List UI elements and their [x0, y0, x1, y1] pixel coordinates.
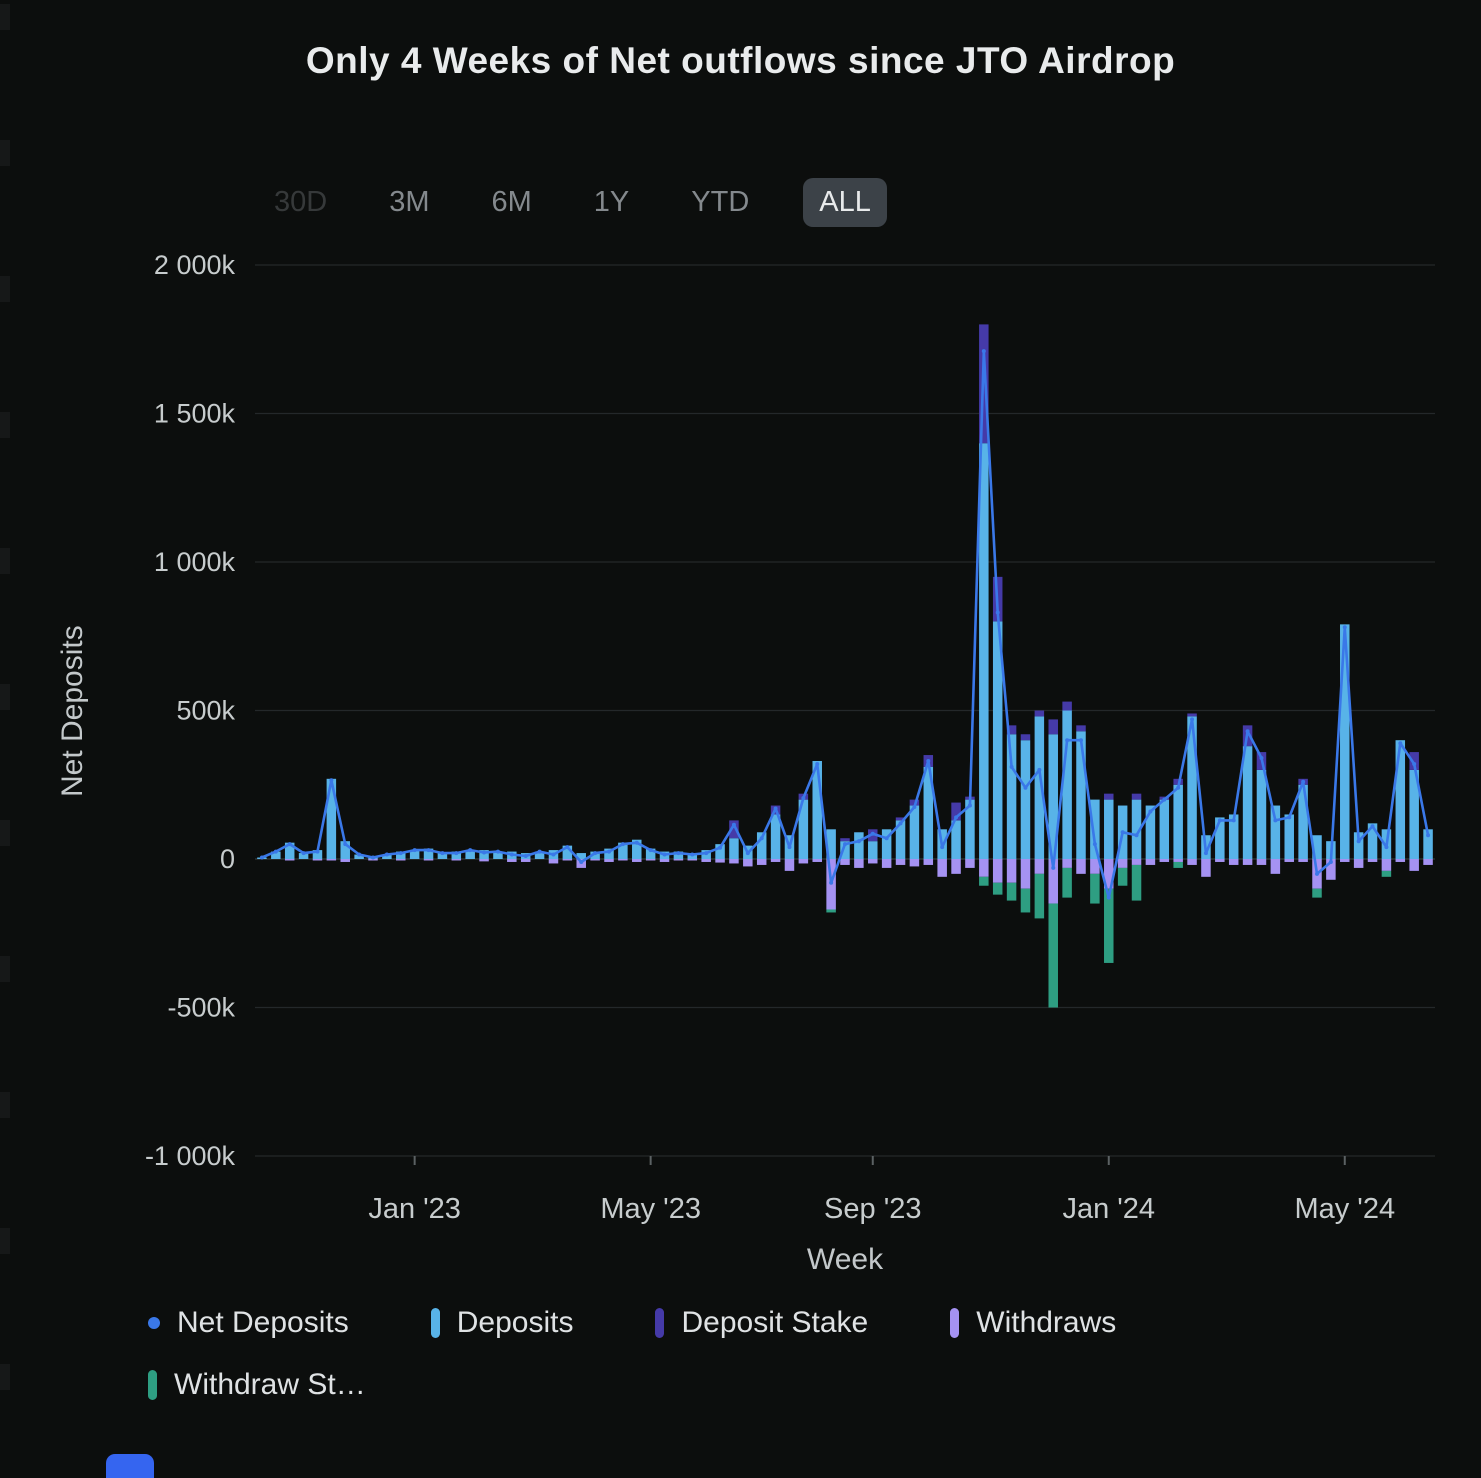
svg-text:500k: 500k: [176, 696, 235, 726]
svg-text:1 500k: 1 500k: [154, 399, 236, 429]
gridlines: [255, 264, 1435, 1157]
range-button-6m[interactable]: 6M: [484, 180, 540, 225]
svg-text:Jan '24: Jan '24: [1062, 1193, 1155, 1225]
left-edge-decoration: [0, 4, 10, 1478]
legend-item-net-deposits[interactable]: Net Deposits: [148, 1306, 349, 1340]
withdraws-bar-marker: [950, 1308, 960, 1338]
legend-item-deposit-stake[interactable]: Deposit Stake: [655, 1306, 868, 1340]
legend: Net Deposits Deposits Deposit Stake With…: [148, 1306, 1388, 1402]
svg-text:2 000k: 2 000k: [154, 250, 236, 280]
svg-text:0: 0: [220, 844, 235, 874]
chart-svg[interactable]: 2 000k 1 500k 1 000k 500k 0 -500k -1 000k Jan '…: [0, 230, 1481, 1250]
stacked-bars[interactable]: [257, 324, 1433, 1008]
range-button-1y[interactable]: 1Y: [586, 180, 637, 225]
range-button-all[interactable]: ALL: [803, 178, 887, 227]
legend-label: Net Deposits: [177, 1306, 349, 1339]
page-title: Only 4 Weeks of Net outflows since JTO A…: [305, 40, 1176, 81]
legend-label: Deposits: [456, 1306, 574, 1339]
svg-text:1 000k: 1 000k: [154, 547, 236, 577]
svg-text:Jan '23: Jan '23: [368, 1193, 461, 1225]
legend-item-withdraws[interactable]: Withdraws: [950, 1306, 1116, 1340]
svg-text:-1 000k: -1 000k: [145, 1141, 236, 1171]
legend-item-deposits[interactable]: Deposits: [430, 1306, 574, 1340]
range-button-30d[interactable]: 30D: [266, 180, 335, 225]
withdraw-stake-bar-marker: [148, 1370, 157, 1400]
net-deposits-line[interactable]: [259, 349, 1431, 900]
range-button-ytd[interactable]: YTD: [683, 180, 757, 225]
range-button-3m[interactable]: 3M: [381, 180, 437, 225]
net-deposits-dot-marker: [148, 1317, 160, 1329]
y-tick-labels: 2 000k 1 500k 1 000k 500k 0 -500k -1 000k: [145, 250, 236, 1171]
x-tick-labels: Jan '23 May '23 Sep '23 Jan '24 May '24: [368, 1156, 1395, 1225]
legend-label: Withdraws: [976, 1306, 1117, 1339]
legend-label: Withdraw St…: [174, 1368, 366, 1401]
svg-text:-500k: -500k: [167, 993, 235, 1023]
legend-label: Deposit Stake: [681, 1306, 869, 1339]
deposit-stake-bar-marker: [655, 1308, 665, 1338]
deposits-bar-marker: [430, 1308, 440, 1338]
legend-item-withdraw-stake[interactable]: Withdraw St…: [148, 1368, 366, 1402]
time-range-selector: 30D 3M 6M 1Y YTD ALL: [266, 178, 887, 227]
partial-blue-button[interactable]: [106, 1454, 154, 1478]
svg-text:May '24: May '24: [1294, 1193, 1395, 1225]
svg-text:May '23: May '23: [600, 1193, 701, 1225]
x-axis-title: Week: [806, 1243, 884, 1276]
svg-text:Sep '23: Sep '23: [824, 1193, 921, 1225]
